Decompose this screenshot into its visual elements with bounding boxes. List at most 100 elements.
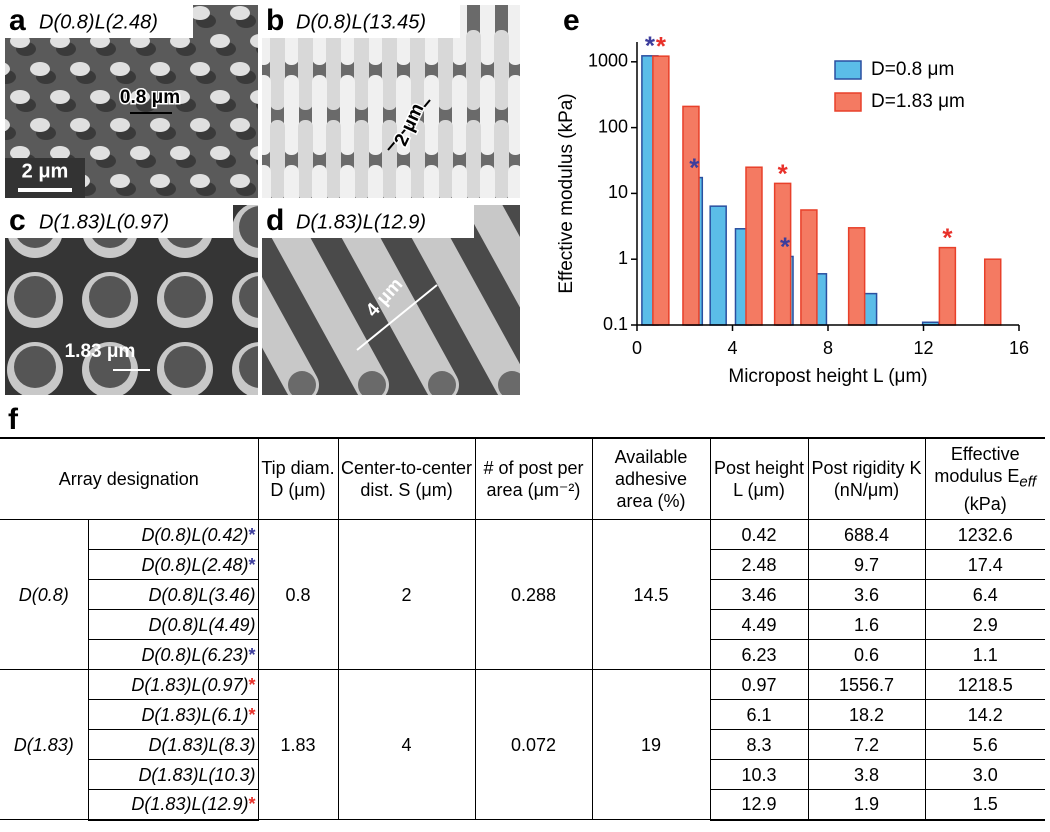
- value-cell: 6.23: [709, 639, 809, 670]
- scale-bar-label: 2 μm: [22, 160, 69, 182]
- y-tick-label: 1000: [588, 51, 628, 71]
- sem-post: [250, 146, 258, 160]
- sem-post: [312, 75, 327, 155]
- sem-post: [230, 62, 250, 76]
- designation-cell: D(0.8)L(3.46): [88, 579, 259, 610]
- designation: D(1.83)L(12.9): [296, 211, 426, 233]
- value-cell: 10.3: [709, 759, 809, 790]
- designation-cell: D(0.8)L(6.23)*: [88, 639, 259, 670]
- sem-post: [210, 146, 230, 160]
- value-cell: 1232.6: [924, 519, 1045, 550]
- bar: [983, 258, 1002, 326]
- header-cell: Effective modulus Eeff (kPa): [924, 437, 1045, 520]
- sem-post: [382, 120, 397, 198]
- value-cell: 6.1: [709, 699, 809, 730]
- sem-post: [250, 34, 258, 48]
- y-tick-label: 0.1: [603, 314, 628, 334]
- sem-post: [466, 30, 481, 110]
- sem-image: [5, 205, 258, 395]
- value-cell: 7.2: [807, 729, 926, 760]
- value-cell: 8.3: [709, 729, 809, 760]
- bar: [745, 166, 763, 326]
- sem-post: [354, 30, 369, 110]
- star: *: [248, 704, 256, 725]
- sem-post: [110, 174, 130, 188]
- sem-post: [522, 120, 537, 200]
- designation: D(0.8)L(13.45): [296, 11, 426, 33]
- sem-post-top: [428, 371, 456, 395]
- value-cell: 5.6: [924, 729, 1045, 760]
- sem-post: [150, 118, 170, 132]
- sem-post: [270, 120, 285, 198]
- label-box: [5, 205, 233, 238]
- sem-post: [326, 30, 341, 110]
- sem-post-top: [239, 206, 258, 248]
- legend-swatch: [834, 60, 862, 80]
- designation: D(1.83)L(0.97): [39, 211, 169, 233]
- value-cell: 12.9: [709, 789, 809, 821]
- x-tick-label: 16: [1009, 338, 1029, 358]
- sem-post: [368, 165, 383, 198]
- designation: D(0.8)L(4.49): [148, 614, 256, 635]
- header-subscript: eff: [1019, 473, 1037, 491]
- designation-cell: D(1.83)L(12.9)*: [88, 789, 259, 821]
- sem-post: [90, 146, 110, 160]
- sem-post: [438, 120, 453, 198]
- group-cell: 0.288: [474, 519, 593, 670]
- group-label: D(1.83): [0, 669, 89, 820]
- bar: [800, 209, 818, 326]
- header-unit: (kPa): [963, 494, 1007, 515]
- sem-post: [130, 90, 150, 104]
- sem-post: [262, 75, 271, 155]
- figure: a D(0.8)L(2.48) b D(0.8)L(13.45) c D(1.83)L(0…: [5, 4, 1029, 436]
- sem-post: [396, 165, 411, 198]
- legend-label: D=0.8 μm: [871, 59, 954, 80]
- axes: [636, 42, 1019, 326]
- sem-post: [508, 165, 520, 198]
- sem-post: [522, 30, 537, 110]
- designation-cell: D(0.8)L(0.42)*: [87, 519, 259, 550]
- panel-letter: b: [266, 4, 284, 37]
- sem-post: [110, 118, 130, 132]
- x-axis-label: Micropost height L (μm): [728, 366, 927, 387]
- sem-post-shadow: [5, 70, 16, 84]
- sem-post-top: [164, 276, 206, 318]
- sem-post: [452, 75, 467, 155]
- sem-post: [354, 120, 369, 198]
- header-text: Effective modulus E: [934, 443, 1020, 486]
- sem-post: [466, 120, 481, 198]
- value-cell: 1.5: [924, 789, 1045, 821]
- sem-post-shadow: [5, 126, 16, 140]
- star: *: [248, 524, 256, 545]
- sem-post-top: [498, 371, 520, 395]
- sem-post-top: [568, 371, 596, 399]
- star: *: [248, 674, 256, 695]
- sem-post: [326, 120, 341, 198]
- sem-post: [10, 146, 30, 160]
- sem-post: [382, 30, 397, 110]
- designation-cell: D(1.83)L(0.97)*: [87, 669, 259, 700]
- group-cell: 0.072: [474, 669, 593, 820]
- x-tick-label: 0: [632, 338, 642, 358]
- group-cell: 19: [591, 669, 711, 820]
- asterisk: *: [778, 158, 789, 188]
- designation: D(0.8)L(2.48): [39, 11, 158, 33]
- dimension-label: 1.83 μm: [65, 341, 136, 362]
- group-cell: 2: [337, 519, 476, 670]
- label-box: [262, 5, 460, 38]
- designation: D(1.83)L(12.9): [131, 794, 249, 815]
- dimension-arrow: [356, 284, 438, 351]
- header-cell: Center-to-center dist. S (μm): [337, 437, 476, 520]
- sem-post: [110, 62, 130, 76]
- designation-cell: D(1.83)L(10.3): [88, 759, 259, 790]
- sem-post: [190, 118, 210, 132]
- value-cell: 9.7: [807, 549, 926, 580]
- group-label: D(0.8): [0, 519, 89, 670]
- y-tick-label: 100: [598, 116, 628, 136]
- sem-post: [250, 90, 258, 104]
- sem-post-top: [89, 276, 131, 318]
- value-cell: 3.6: [807, 579, 926, 610]
- legend-label: D=1.83 μm: [871, 91, 965, 112]
- bar: [652, 55, 670, 326]
